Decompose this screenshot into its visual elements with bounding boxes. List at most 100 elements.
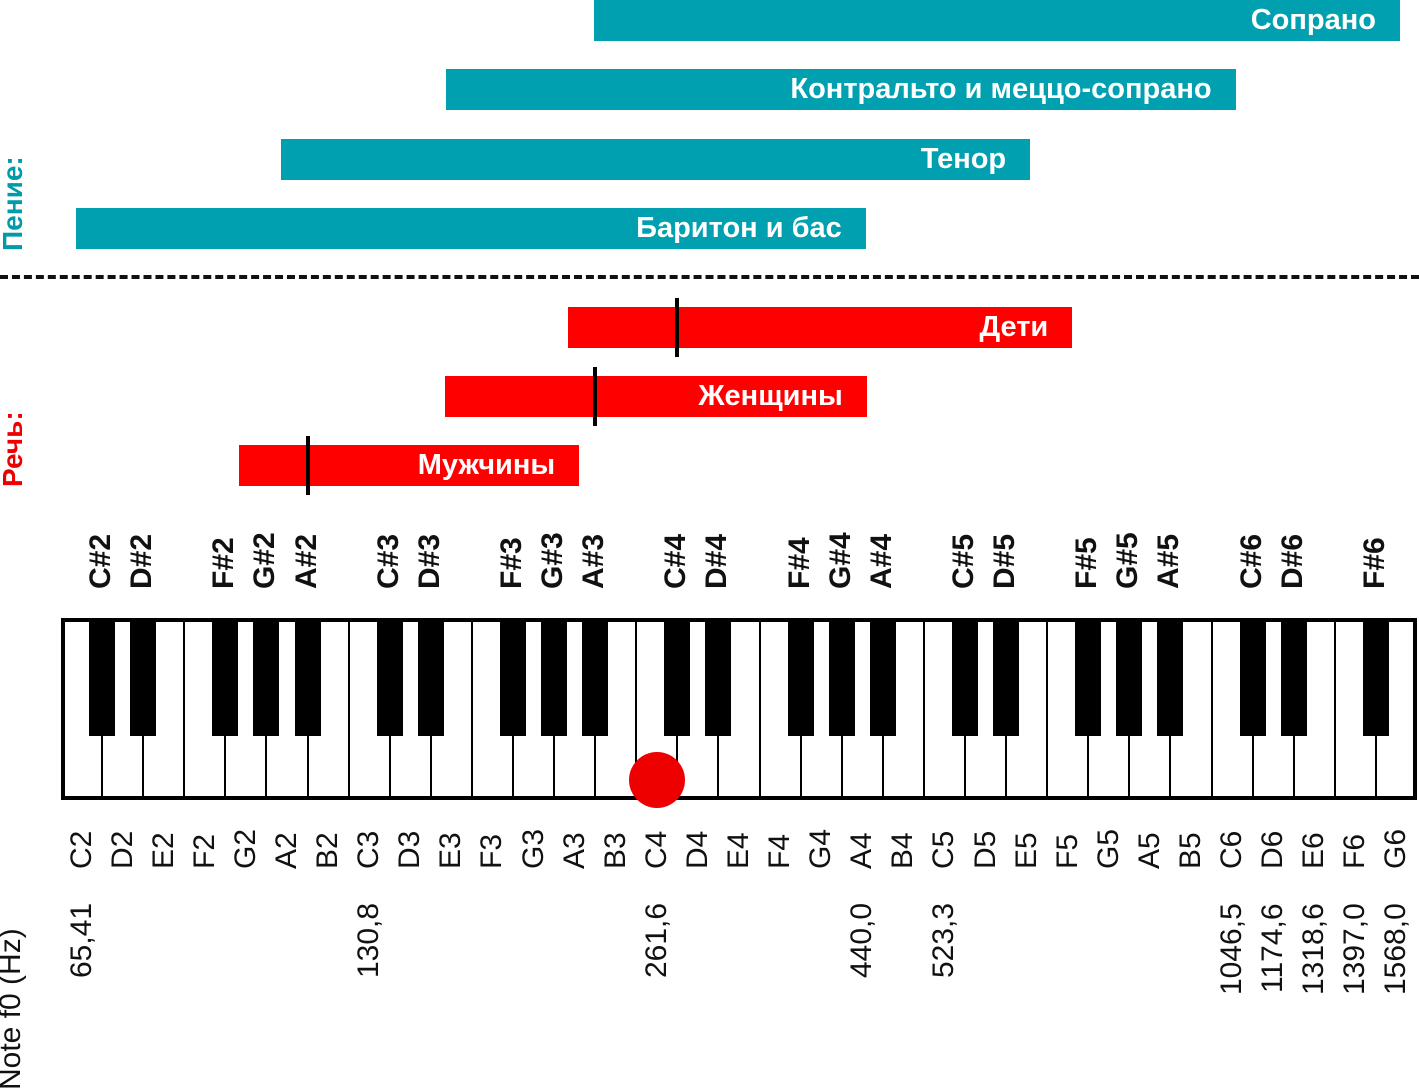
sharp-label-cs2: C#2 bbox=[84, 533, 118, 589]
sharp-label-cs5: C#5 bbox=[946, 533, 980, 589]
sharp-label-as2: A#2 bbox=[289, 533, 323, 589]
note-label-c2: C2 bbox=[64, 830, 98, 869]
bar-contralto-mezzo: Контральто и меццо-сопрано bbox=[445, 69, 1236, 110]
note-label-a4: A4 bbox=[845, 832, 879, 869]
sharp-label-fs5: F#5 bbox=[1070, 537, 1104, 589]
white-key-b3 bbox=[635, 622, 638, 796]
freq-label-f6: 1397,0 bbox=[1338, 903, 1372, 995]
black-key-fs6 bbox=[1362, 622, 1389, 736]
black-key-ds3 bbox=[417, 622, 444, 736]
black-key-ds4 bbox=[705, 622, 732, 736]
freq-label-g6: 1568,0 bbox=[1379, 903, 1413, 995]
note-label-c5: C5 bbox=[927, 830, 961, 869]
note-label-b3: B3 bbox=[598, 832, 632, 869]
note-label-d4: D4 bbox=[680, 830, 714, 869]
sharp-label-fs4: F#4 bbox=[782, 537, 816, 589]
note-label-b5: B5 bbox=[1173, 832, 1207, 869]
note-label-f5: F5 bbox=[1050, 833, 1084, 869]
black-key-gs4 bbox=[828, 622, 855, 736]
sharp-label-fs6: F#6 bbox=[1357, 537, 1391, 589]
note-label-g2: G2 bbox=[228, 828, 262, 869]
note-label-b2: B2 bbox=[311, 832, 345, 869]
bar-label-men: Мужчины bbox=[417, 449, 556, 481]
sharp-label-cs6: C#6 bbox=[1234, 533, 1268, 589]
note-label-e3: E3 bbox=[434, 832, 468, 869]
sharp-label-ds3: D#3 bbox=[412, 533, 446, 589]
sharp-label-gs2: G#2 bbox=[248, 532, 282, 589]
sharp-label-ds6: D#6 bbox=[1275, 533, 1309, 589]
note-label-f4: F4 bbox=[763, 833, 797, 869]
note-label-c3: C3 bbox=[352, 830, 386, 869]
sharp-label-cs4: C#4 bbox=[659, 533, 693, 589]
sharp-label-gs5: G#5 bbox=[1111, 532, 1145, 589]
sharp-label-as4: A#4 bbox=[864, 533, 898, 589]
black-key-cs6 bbox=[1239, 622, 1266, 736]
black-key-ds2 bbox=[130, 622, 157, 736]
black-key-cs4 bbox=[664, 622, 691, 736]
sharp-label-as3: A#3 bbox=[577, 533, 611, 589]
note-label-g6: G6 bbox=[1379, 828, 1413, 869]
freq-label-c3: 130,8 bbox=[352, 902, 386, 978]
black-key-gs5 bbox=[1116, 622, 1143, 736]
sharp-label-gs3: G#3 bbox=[536, 532, 570, 589]
note-label-e6: E6 bbox=[1297, 832, 1331, 869]
note-label-e2: E2 bbox=[146, 832, 180, 869]
bar-label-women: Женщины bbox=[698, 380, 843, 412]
white-key-b2 bbox=[347, 622, 350, 796]
bar-soprano: Сопрано bbox=[593, 0, 1400, 41]
freq-label-c5: 523,3 bbox=[927, 902, 961, 978]
black-key-cs2 bbox=[89, 622, 116, 736]
bar-tenor: Тенор bbox=[281, 139, 1031, 180]
note-label-c4: C4 bbox=[639, 830, 673, 869]
typical-marker-men bbox=[305, 436, 310, 495]
black-key-as4 bbox=[869, 622, 896, 736]
typical-marker-women bbox=[593, 367, 598, 426]
note-label-d5: D5 bbox=[968, 830, 1002, 869]
note-label-d6: D6 bbox=[1256, 830, 1290, 869]
black-key-gs3 bbox=[541, 622, 568, 736]
black-key-cs3 bbox=[376, 622, 403, 736]
section-divider bbox=[0, 275, 1419, 279]
black-key-ds6 bbox=[1280, 622, 1307, 736]
sharp-label-ds4: D#4 bbox=[700, 533, 734, 589]
note-label-e4: E4 bbox=[721, 832, 755, 869]
bar-label-tenor: Тенор bbox=[920, 143, 1007, 175]
note-label-f3: F3 bbox=[475, 833, 509, 869]
black-key-fs4 bbox=[787, 622, 814, 736]
note-label-f6: F6 bbox=[1338, 833, 1372, 869]
black-key-ds5 bbox=[993, 622, 1020, 736]
bar-children: Дети bbox=[568, 298, 1073, 357]
piano-keyboard bbox=[61, 618, 1417, 800]
freq-label-d6: 1174,6 bbox=[1256, 903, 1290, 993]
typical-marker-children bbox=[675, 298, 680, 357]
bar-label-children: Дети bbox=[979, 311, 1049, 343]
bar-men: Мужчины bbox=[239, 436, 580, 495]
freq-label-c4: 261,6 bbox=[639, 902, 673, 978]
freq-label-a4: 440,0 bbox=[845, 902, 879, 978]
sharp-label-ds2: D#2 bbox=[125, 533, 159, 589]
black-key-fs3 bbox=[499, 622, 526, 736]
black-key-cs5 bbox=[951, 622, 978, 736]
freq-label-c2: 65,41 bbox=[64, 902, 98, 978]
sharp-label-gs4: G#4 bbox=[823, 532, 857, 589]
note-label-f2: F2 bbox=[187, 833, 221, 869]
black-key-fs2 bbox=[212, 622, 239, 736]
note-label-a2: A2 bbox=[269, 832, 303, 869]
axis-title: Note f0 (Hz) bbox=[0, 928, 27, 1090]
sharp-label-fs3: F#3 bbox=[494, 537, 528, 589]
white-key-e6 bbox=[1333, 622, 1336, 796]
black-key-gs2 bbox=[253, 622, 280, 736]
white-key-e3 bbox=[470, 622, 473, 796]
note-label-a5: A5 bbox=[1132, 832, 1166, 869]
bar-label-soprano: Сопрано bbox=[1250, 4, 1376, 36]
freq-label-c6: 1046,5 bbox=[1215, 903, 1249, 995]
freq-label-e6: 1318,6 bbox=[1297, 903, 1331, 995]
note-label-d2: D2 bbox=[105, 830, 139, 869]
note-label-c6: C6 bbox=[1215, 830, 1249, 869]
bar-baritone-bass: Баритон и бас bbox=[76, 208, 866, 249]
note-label-a3: A3 bbox=[557, 832, 591, 869]
white-key-b5 bbox=[1210, 622, 1213, 796]
sharp-label-ds5: D#5 bbox=[988, 533, 1022, 589]
note-label-d3: D3 bbox=[393, 830, 427, 869]
note-label-g5: G5 bbox=[1091, 828, 1125, 869]
